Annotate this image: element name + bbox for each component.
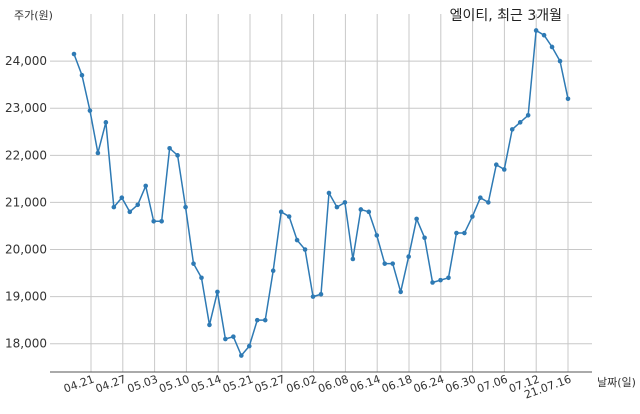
price-data-point [223,336,228,342]
price-data-point [151,218,156,224]
price-data-point [533,28,539,33]
price-data-point [486,200,491,205]
price-data-point [358,207,364,212]
x-tick-label: 06.14 [348,373,382,396]
price-data-point [239,353,244,358]
price-data-point [398,289,403,295]
price-data-point [71,51,77,57]
y-tick-label: 21,000 [5,195,47,209]
price-data-point [270,268,276,274]
price-data-point [366,209,372,215]
y-axis-title: 주가(원) [14,9,53,22]
price-data-point [462,230,467,236]
price-data-point [334,204,340,210]
x-tick-label: 06.02 [285,373,319,396]
price-data-point [525,112,531,118]
y-tick-label: 22,000 [5,148,47,162]
price-data-point [191,261,196,266]
price-data-point [127,209,133,215]
price-data-point [342,200,348,205]
price-data-point [374,233,380,238]
price-data-point [509,127,515,132]
price-data-point [446,275,451,281]
x-tick-label: 04.27 [94,373,128,396]
price-data-point [430,280,435,285]
price-data-point [406,254,411,259]
price-data-point [350,256,356,262]
price-data-point [246,343,252,349]
price-data-point [318,291,324,297]
price-data-point [87,108,93,113]
price-data-point [493,162,499,168]
price-data-point [470,214,475,219]
price-data-point [501,167,507,172]
x-tick-label: 06.30 [444,373,478,396]
x-tick-label: 06.08 [316,373,350,396]
series-layer [71,28,571,358]
price-data-point [310,294,316,299]
price-data-point [286,214,292,219]
price-data-point [167,145,172,151]
x-axis-title: 날짜(일) [597,375,636,389]
price-data-point [557,58,563,64]
y-tick-label: 20,000 [5,243,47,257]
price-data-point [231,334,236,339]
x-tick-label: 04.21 [62,373,96,396]
price-data-point [199,275,204,281]
price-data-point [175,153,180,158]
price-data-point [254,317,260,323]
y-tick-label: 18,000 [5,337,47,351]
x-tick-label: 05.10 [157,373,191,396]
x-tick-label: 05.14 [189,373,223,396]
price-data-point [183,204,188,210]
price-data-point [294,237,300,243]
y-tick-label: 19,000 [5,290,47,304]
price-data-point [478,195,483,201]
price-data-point [95,150,101,156]
price-data-point [541,32,547,38]
price-data-point [414,216,419,222]
y-tick-label: 24,000 [5,54,47,68]
price-data-point [454,230,459,236]
price-data-point [278,209,284,215]
price-data-point [207,322,212,328]
price-data-point [422,235,427,241]
y-tick-label: 23,000 [5,101,47,115]
x-tick-label: 06.24 [412,373,446,396]
price-data-point [143,183,149,189]
price-data-point [135,202,141,208]
chart-title: 엘이티, 최근 3개월 [450,8,562,24]
x-tick-label: 06.18 [380,373,414,396]
price-data-point [565,96,571,102]
price-data-point [215,289,220,295]
price-data-point [382,261,388,266]
price-data-point [79,72,85,78]
price-data-point [302,247,308,252]
price-data-point [159,218,164,224]
price-data-point [111,204,117,210]
price-data-point [326,190,332,196]
x-tick-label: 05.21 [221,373,255,396]
price-data-point [517,120,523,125]
price-data-point [103,120,109,125]
x-tick-label: 05.27 [253,373,287,396]
price-data-point [119,195,125,201]
price-data-point [262,317,268,323]
x-tick-label: 05.03 [126,373,160,396]
x-tick-label: 07.06 [475,373,509,396]
price-data-point [390,261,396,266]
price-series-line [73,29,569,357]
grid-layer [50,14,592,372]
price-data-point [549,44,555,50]
price-data-point [438,277,443,283]
